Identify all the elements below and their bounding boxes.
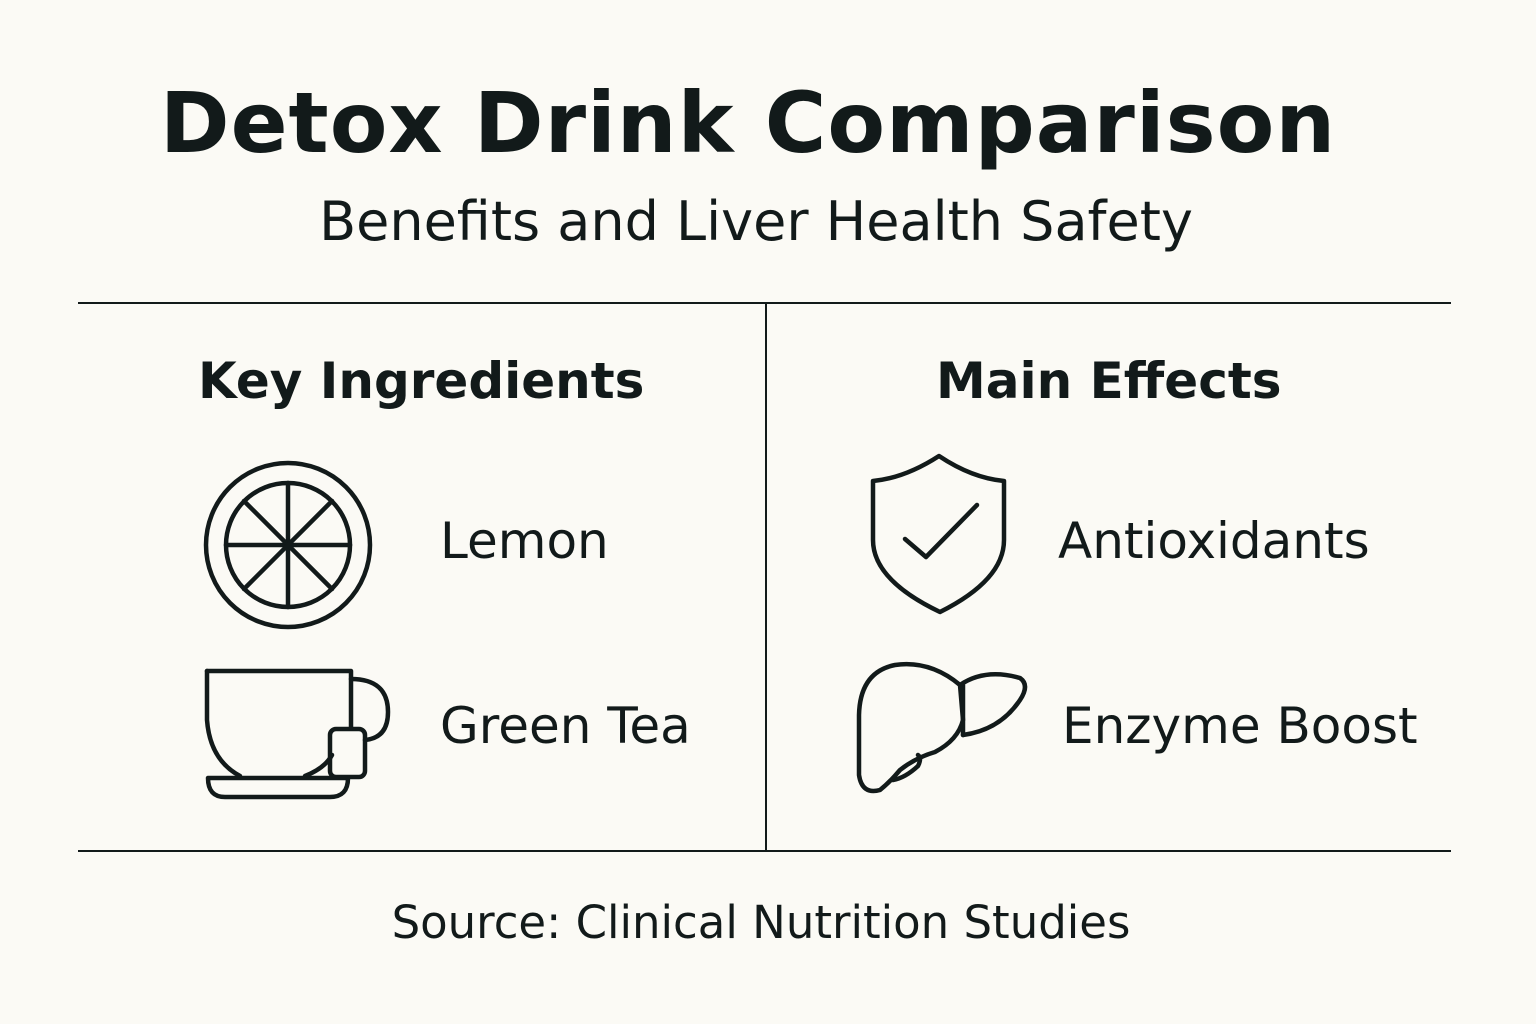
source-note: Source: Clinical Nutrition Studies — [391, 896, 1131, 949]
ingredient-green-tea: Green Tea — [440, 697, 691, 755]
page-title: Detox Drink Comparison — [159, 74, 1337, 172]
top-divider — [78, 302, 1451, 304]
column-divider — [765, 303, 767, 852]
ingredient-lemon: Lemon — [440, 512, 609, 570]
effect-enzyme-boost: Enzyme Boost — [1062, 697, 1418, 755]
effect-antioxidants: Antioxidants — [1058, 512, 1370, 570]
right-column-heading: Main Effects — [936, 352, 1282, 410]
bottom-divider — [78, 850, 1451, 852]
page-subtitle: Benefits and Liver Health Safety — [319, 190, 1193, 253]
left-column-heading: Key Ingredients — [198, 352, 645, 410]
